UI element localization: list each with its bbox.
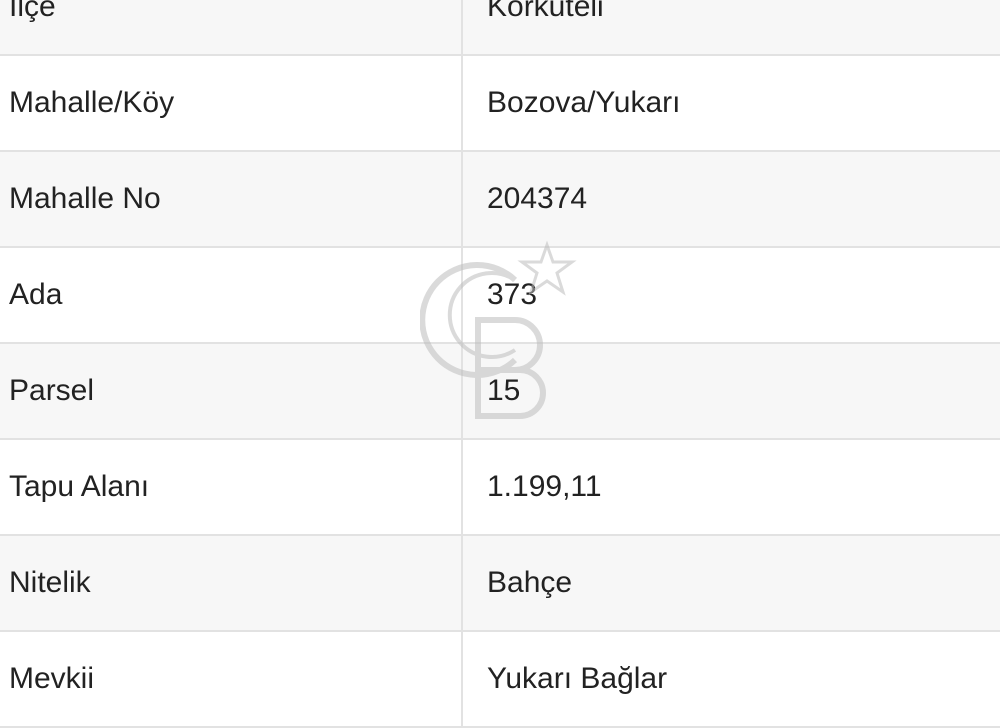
table-row: Mahalle No 204374 xyxy=(0,152,1000,248)
table-row: Parsel 15 xyxy=(0,344,1000,440)
table-row: Mevkii Yukarı Bağlar xyxy=(0,632,1000,728)
row-value: 204374 xyxy=(487,182,588,215)
row-label: Mevkii xyxy=(0,632,463,726)
table-row: Nitelik Bahçe xyxy=(0,536,1000,632)
row-label: Tapu Alanı xyxy=(0,440,463,534)
row-value: Bozova/Yukarı xyxy=(487,86,681,119)
row-label: Nitelik xyxy=(0,536,463,630)
row-label: Ada xyxy=(0,248,463,342)
row-value: Yukarı Bağlar xyxy=(487,662,668,695)
row-label: Parsel xyxy=(0,344,463,438)
row-value: Bahçe xyxy=(487,566,573,599)
row-value: Korkuteli xyxy=(487,0,604,23)
table-row: Tapu Alanı 1.199,11 xyxy=(0,440,1000,536)
row-value: 15 xyxy=(487,374,521,407)
row-label: İlçe xyxy=(0,0,463,54)
row-label: Mahalle No xyxy=(0,152,463,246)
table-row: İlçe Korkuteli xyxy=(0,0,1000,56)
table-row: Mahalle/Köy Bozova/Yukarı xyxy=(0,56,1000,152)
table-row: Ada 373 xyxy=(0,248,1000,344)
row-value: 373 xyxy=(487,278,538,311)
row-value: 1.199,11 xyxy=(487,470,602,503)
row-label: Mahalle/Köy xyxy=(0,56,463,150)
